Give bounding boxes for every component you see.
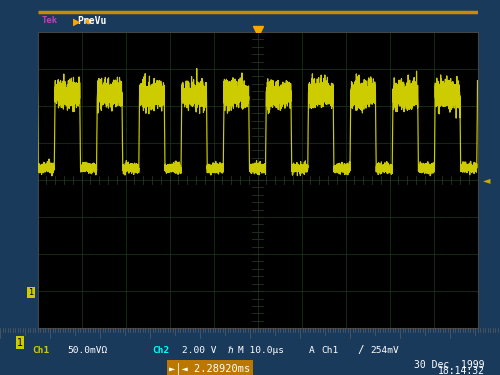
Text: ►│◄ 2.28920ms: ►│◄ 2.28920ms: [170, 363, 250, 374]
Text: Tek: Tek: [42, 16, 58, 25]
Text: 254mV: 254mV: [370, 346, 399, 355]
Text: 18:14:32: 18:14:32: [438, 366, 485, 375]
Text: A: A: [309, 346, 315, 355]
Text: M 10.0μs: M 10.0μs: [238, 346, 284, 355]
Text: Ch1: Ch1: [322, 346, 339, 355]
Text: 1: 1: [17, 338, 23, 348]
Text: ℏ: ℏ: [228, 346, 233, 355]
Text: 50.0mVΩ: 50.0mVΩ: [68, 346, 108, 355]
Text: 1: 1: [28, 288, 34, 297]
Text: Ch2: Ch2: [152, 346, 170, 355]
Text: ◄: ◄: [483, 175, 490, 185]
Text: Ch1: Ch1: [32, 346, 50, 355]
Text: PreVu: PreVu: [77, 16, 106, 26]
Text: 2.00 V: 2.00 V: [182, 346, 217, 355]
Text: ▶: ▶: [72, 17, 80, 27]
Text: ∕: ∕: [358, 345, 364, 355]
Text: 30 Dec  1999: 30 Dec 1999: [414, 360, 485, 370]
